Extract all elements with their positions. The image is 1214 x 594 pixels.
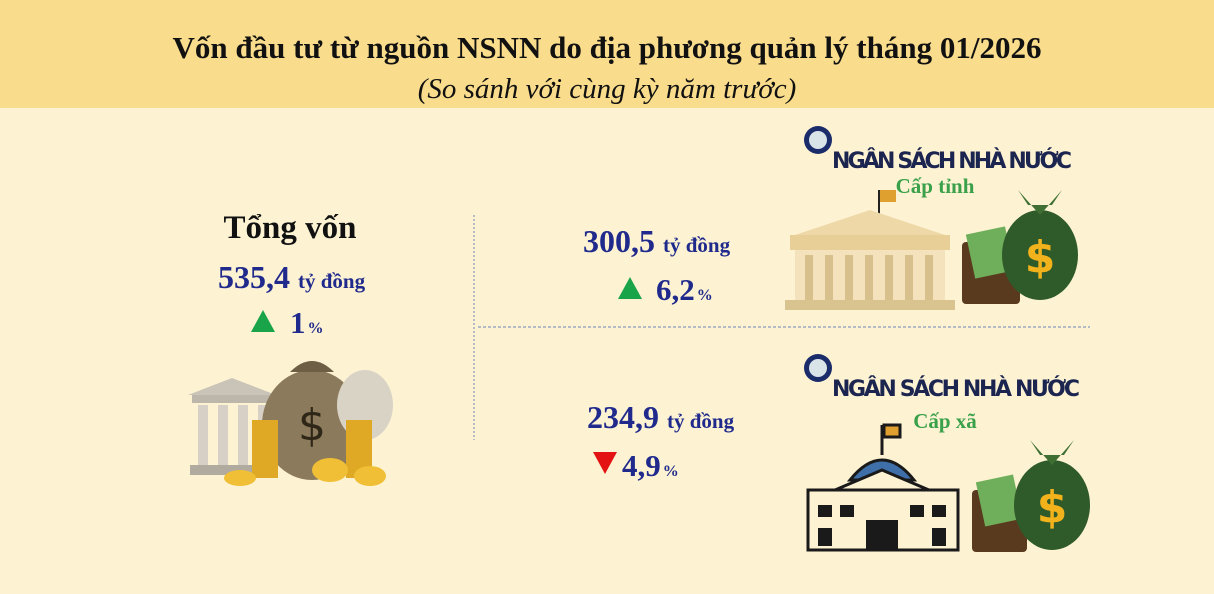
- logo: [804, 126, 832, 154]
- header-band: [0, 0, 1214, 108]
- triangle: [618, 277, 642, 299]
- unit: %: [697, 287, 713, 304]
- triangle: [251, 310, 275, 332]
- unit: tỷ đồng: [663, 233, 731, 257]
- level-value: 300,5 tỷ đồng: [583, 223, 731, 259]
- level-heading: NGÂN SÁCH NHÀ NƯỚC: [832, 376, 1080, 402]
- value: 4,9: [622, 448, 661, 483]
- level-label: Cấp tỉnh: [896, 174, 975, 198]
- level-label: Cấp xã: [913, 409, 977, 433]
- logo: [804, 354, 832, 382]
- level-change: 6,2%: [656, 272, 713, 307]
- level-value: 234,9 tỷ đồng: [587, 399, 735, 435]
- level-heading: NGÂN SÁCH NHÀ NƯỚC: [832, 148, 1072, 174]
- unit: %: [308, 320, 324, 337]
- total-label: Tổng vốn: [224, 210, 357, 246]
- svg-text:$: $: [1037, 482, 1068, 533]
- level-change: 4,9%: [622, 448, 679, 483]
- change-arrow: [593, 452, 617, 474]
- money-bag: $: [972, 440, 1090, 552]
- subtitle: (So sánh với cùng kỳ năm trước): [418, 73, 797, 105]
- value: 6,2: [656, 272, 695, 307]
- money-bag: $: [962, 190, 1078, 304]
- svg-text:$: $: [1025, 232, 1056, 283]
- value: 300,5: [583, 223, 655, 259]
- value: 234,9: [587, 399, 659, 435]
- change-arrow: [618, 277, 642, 299]
- unit: tỷ đồng: [298, 269, 366, 293]
- triangle: [593, 452, 617, 474]
- change-arrow: [251, 310, 275, 332]
- title: Vốn đầu tư từ nguồn NSNN do địa phương q…: [173, 30, 1042, 65]
- commune-building: [806, 423, 960, 552]
- unit: tỷ đồng: [667, 409, 735, 433]
- value: 1: [290, 305, 306, 340]
- money-illustration: $: [188, 361, 393, 486]
- provincial-building: [785, 190, 955, 310]
- svg-text:$: $: [298, 400, 326, 451]
- value: 535,4: [218, 259, 290, 295]
- total-value: 535,4 tỷ đồng: [218, 259, 366, 295]
- total-change: 1%: [290, 305, 324, 340]
- unit: %: [663, 463, 679, 480]
